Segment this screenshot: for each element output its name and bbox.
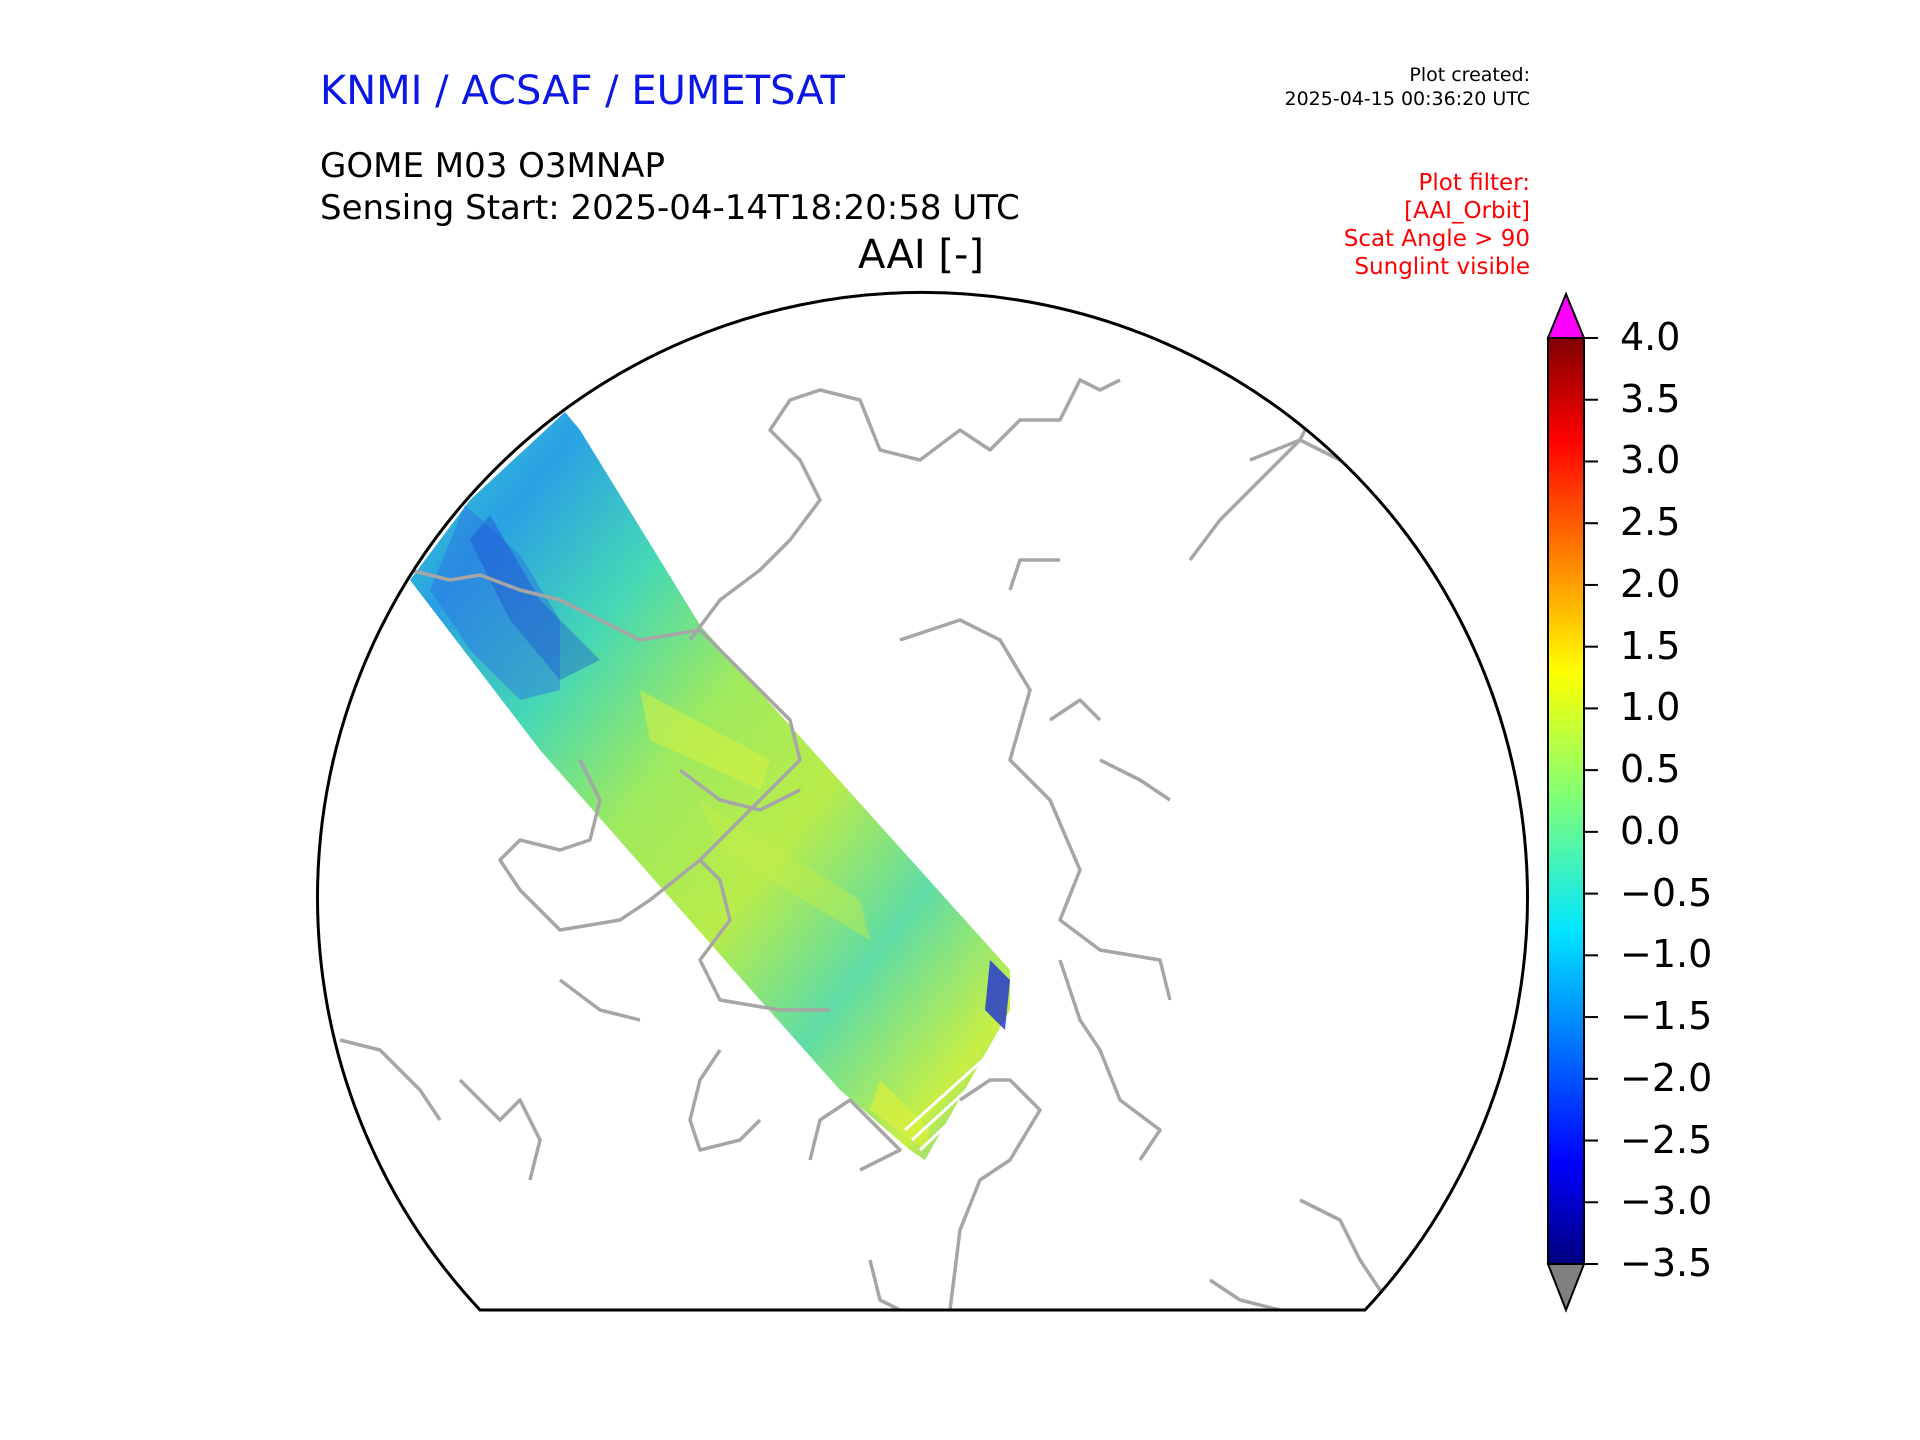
plot-created-time: 2025-04-15 00:36:20 UTC: [1284, 88, 1531, 110]
colorbar-tick-label: −1.0: [1620, 932, 1713, 977]
colorbar-tick-label: 1.0: [1620, 685, 1681, 730]
organization-title: KNMI / ACSAF / EUMETSAT: [320, 68, 845, 114]
colorbar-tick-label: 3.0: [1620, 438, 1681, 483]
colorbar-under-triangle: [1546, 1263, 1586, 1313]
plot-filter-orbit: [AAI_Orbit]: [1404, 198, 1530, 224]
colorbar-tick-label: 0.0: [1620, 808, 1681, 853]
colorbar-tick-label: −2.5: [1620, 1117, 1713, 1162]
plot-filter-heading: Plot filter:: [1418, 170, 1530, 196]
colorbar-tick-label: 4.0: [1620, 315, 1681, 359]
colorbar-tick-label: 1.5: [1620, 623, 1681, 668]
colorbar-tick-label: −0.5: [1620, 870, 1713, 915]
plot-filter-scat-angle: Scat Angle > 90: [1343, 226, 1530, 252]
colorbar: [1546, 291, 1598, 1313]
colorbar-tick-label: −1.5: [1620, 994, 1713, 1039]
coastlines: [339, 378, 1422, 1311]
colorbar-over-triangle: [1546, 291, 1586, 339]
sensing-start: Sensing Start: 2025-04-14T18:20:58 UTC: [320, 188, 1020, 228]
colorbar-tick-label: 2.5: [1620, 500, 1681, 545]
colorbar-tick-label: 0.5: [1620, 747, 1681, 792]
aai-swath: [410, 412, 1010, 1160]
map-boundary: [316, 290, 1529, 1312]
colorbar-tick-label: −3.0: [1620, 1179, 1713, 1224]
plot-filter-sunglint: Sunglint visible: [1354, 254, 1530, 280]
map-title: AAI [-]: [858, 232, 984, 278]
product-name: GOME M03 O3MNAP: [320, 146, 666, 186]
colorbar-tick-label: 2.0: [1620, 561, 1681, 606]
colorbar-tick-label: −3.5: [1620, 1241, 1713, 1285]
colorbar-gradient: [1547, 337, 1585, 1265]
colorbar-tick-label: −2.0: [1620, 1055, 1713, 1100]
colorbar-tick-label: 3.5: [1620, 376, 1681, 421]
plot-created-label: Plot created:: [1409, 64, 1530, 86]
